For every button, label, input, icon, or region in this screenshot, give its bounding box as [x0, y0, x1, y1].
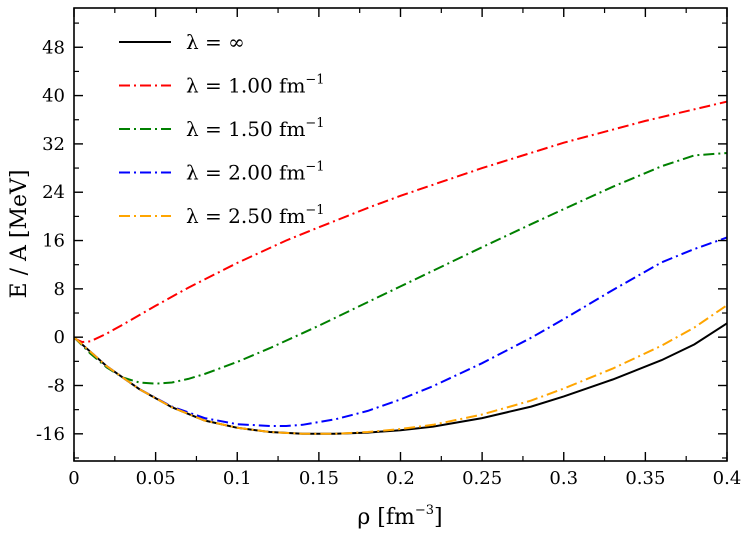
y-tick-label: 0 [54, 327, 65, 348]
y-axis-title: E / A [MeV] [7, 170, 32, 299]
y-tick-label: 16 [42, 231, 65, 252]
x-tick-label: 0 [68, 468, 79, 489]
legend-label-4: λ = 2.50 fm−1 [186, 203, 325, 228]
x-axis-title-main: ρ [fm [357, 505, 415, 530]
x-tick-label: 0.1 [223, 468, 252, 489]
legend-label-1: λ = 1.00 fm−1 [186, 73, 325, 98]
legend-label-2: λ = 1.50 fm−1 [186, 116, 325, 141]
y-tick-label: 24 [42, 182, 65, 203]
x-tick-label: 0.3 [549, 468, 578, 489]
legend: λ = ∞λ = 1.00 fm−1λ = 1.50 fm−1λ = 2.00 … [119, 30, 325, 228]
y-tick-label: 32 [42, 134, 65, 155]
y-tick-label: 48 [42, 37, 65, 58]
x-tick-label: 0.35 [625, 468, 665, 489]
y-tick-label: 40 [42, 86, 65, 107]
legend-label-sup: −1 [305, 116, 324, 131]
series-line-2 [74, 152, 727, 385]
legend-label-main: λ = 2.00 fm [186, 161, 305, 185]
y-tick-label: 8 [54, 279, 65, 300]
x-tick-label: 0.25 [462, 468, 502, 489]
x-tick-label: 0.15 [299, 468, 339, 489]
series-line-1 [74, 100, 727, 344]
x-tick-label: 0.2 [386, 468, 415, 489]
legend-label-sup: −1 [305, 73, 324, 88]
y-tick-label: -16 [36, 424, 65, 445]
x-axis-title-end: ] [434, 505, 443, 530]
legend-label-sup: −1 [305, 203, 324, 218]
x-axis-title: ρ [fm−3] [357, 503, 442, 530]
x-tick-label: 0.4 [713, 468, 742, 489]
series-line-4 [74, 304, 727, 435]
legend-label-3: λ = 2.00 fm−1 [186, 160, 325, 185]
legend-label-main: λ = 2.50 fm [186, 204, 305, 228]
legend-label-0: λ = ∞ [186, 30, 245, 54]
legend-label-main: λ = ∞ [186, 30, 245, 54]
legend-label-sup: −1 [305, 160, 324, 175]
x-tick-label: 0.05 [136, 468, 176, 489]
legend-label-main: λ = 1.00 fm [186, 74, 305, 98]
legend-label-main: λ = 1.50 fm [186, 117, 305, 141]
x-axis-title-sup: −3 [415, 503, 434, 518]
y-tick-label: -8 [47, 376, 65, 397]
